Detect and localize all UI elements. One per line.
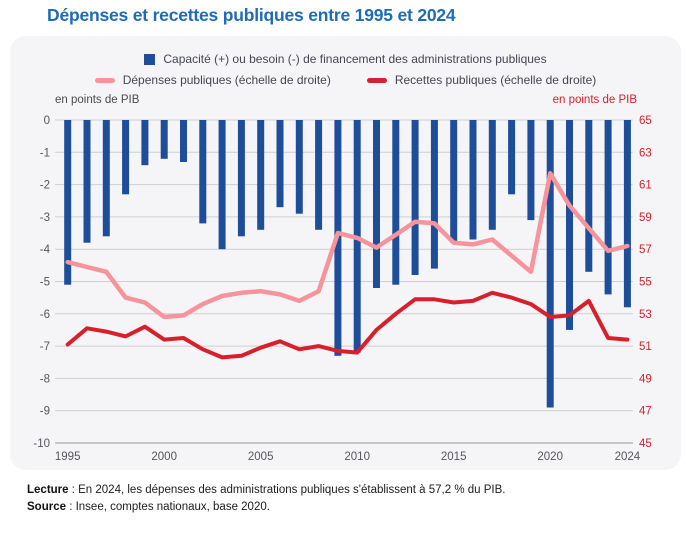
depenses-line-swatch-icon xyxy=(94,77,115,83)
svg-text:2024: 2024 xyxy=(615,451,641,463)
svg-text:-2: -2 xyxy=(40,180,50,192)
capacite-bar-swatch-icon xyxy=(144,53,156,65)
chart-title: Dépenses et recettes publiques entre 199… xyxy=(47,5,456,25)
legend-label-recettes: Recettes publiques (échelle de droite) xyxy=(394,73,597,87)
recettes-line-swatch-icon xyxy=(366,77,387,83)
legend-label-depenses: Dépenses publiques (échelle de droite) xyxy=(122,73,331,87)
svg-text:-7: -7 xyxy=(40,341,50,353)
svg-text:-4: -4 xyxy=(40,244,51,256)
svg-text:57: 57 xyxy=(639,244,652,256)
svg-text:61: 61 xyxy=(639,180,652,192)
svg-text:55: 55 xyxy=(639,277,652,289)
legend-row-2: Dépenses publiques (échelle de droite) R… xyxy=(10,72,681,88)
svg-text:-6: -6 xyxy=(40,309,50,321)
axis-unit-labels: en points de PIB en points de PIB xyxy=(55,94,637,109)
svg-text:63: 63 xyxy=(639,147,652,159)
right-axis-unit-label: en points de PIB xyxy=(552,94,637,106)
svg-text:51: 51 xyxy=(639,341,652,353)
lecture-line: Lecture : En 2024, les dépenses des admi… xyxy=(27,482,505,499)
svg-text:-10: -10 xyxy=(33,438,50,450)
svg-text:1995: 1995 xyxy=(55,451,81,463)
svg-text:53: 53 xyxy=(639,309,652,321)
svg-text:2010: 2010 xyxy=(344,451,370,463)
svg-text:49: 49 xyxy=(639,373,652,385)
svg-text:65: 65 xyxy=(639,115,652,127)
left-axis-unit-label: en points de PIB xyxy=(55,94,140,106)
legend-row-1: Capacité (+) ou besoin (-) de financemen… xyxy=(10,51,681,67)
svg-text:-1: -1 xyxy=(40,147,50,159)
svg-text:-9: -9 xyxy=(40,406,50,418)
source-line: Source : Insee, comptes nationaux, base … xyxy=(27,499,505,516)
svg-text:2020: 2020 xyxy=(537,451,563,463)
svg-text:47: 47 xyxy=(639,406,652,418)
legend-label-capacite: Capacité (+) ou besoin (-) de financemen… xyxy=(163,52,547,66)
svg-text:2015: 2015 xyxy=(441,451,467,463)
source-label: Source xyxy=(27,501,66,513)
chart-svg: 0 65 -1 63 -2 61 -3 59 -4 57 -5 55 -6 53 -7 51 -8 49 -9 47 -… xyxy=(33,115,652,463)
svg-text:2000: 2000 xyxy=(151,451,177,463)
svg-text:45: 45 xyxy=(639,438,652,450)
chart-card: Capacité (+) ou besoin (-) de financemen… xyxy=(10,36,681,470)
lecture-label: Lecture xyxy=(27,484,69,496)
source-text: : Insee, comptes nationaux, base 2020. xyxy=(66,501,270,513)
svg-text:2005: 2005 xyxy=(248,451,274,463)
legend: Capacité (+) ou besoin (-) de financemen… xyxy=(10,36,681,88)
footer: Lecture : En 2024, les dépenses des admi… xyxy=(27,482,505,516)
lecture-text: : En 2024, les dépenses des administrati… xyxy=(68,484,506,496)
svg-text:-5: -5 xyxy=(40,277,50,289)
svg-text:0: 0 xyxy=(44,115,50,127)
svg-text:59: 59 xyxy=(639,212,652,224)
svg-text:-3: -3 xyxy=(40,212,50,224)
svg-text:-8: -8 xyxy=(40,373,50,385)
